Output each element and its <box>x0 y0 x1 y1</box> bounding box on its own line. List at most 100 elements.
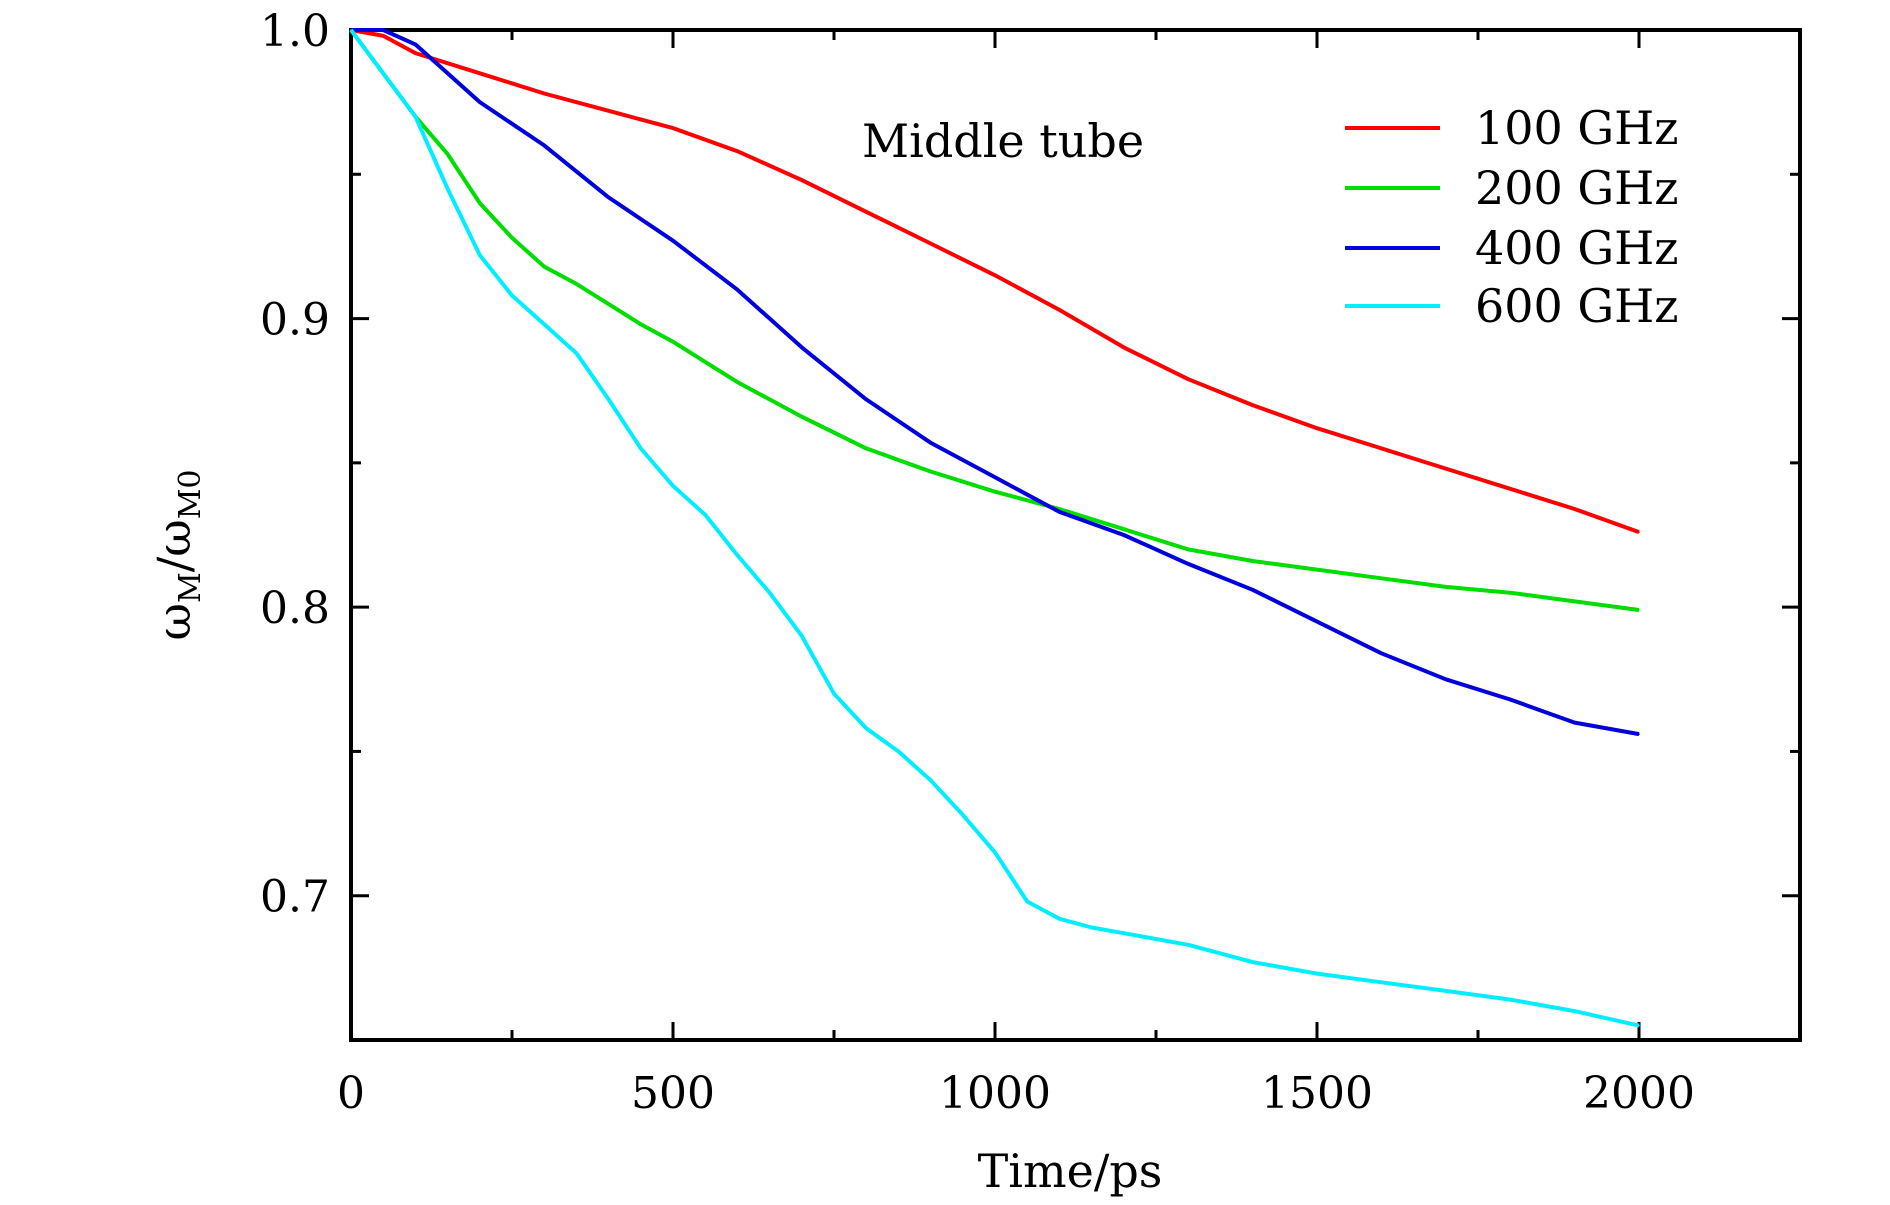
y-tick-label: 1.0 <box>260 6 330 57</box>
data-point <box>607 196 610 199</box>
data-point <box>1573 508 1576 510</box>
data-point <box>865 211 867 213</box>
data-point <box>1316 427 1318 430</box>
x-axis: 0 500 1000 1500 2000 <box>337 30 1695 1119</box>
data-point <box>479 101 481 103</box>
data-point <box>479 202 481 204</box>
series-200-ghz <box>349 28 1640 612</box>
data-point <box>1638 733 1640 735</box>
y-axis-title-den-sub: M0 <box>173 469 208 519</box>
legend-label: 200 GHz <box>1475 161 1679 215</box>
data-point <box>607 110 610 112</box>
data-point <box>1123 346 1125 349</box>
x-tick-label: 1500 <box>1261 1068 1373 1119</box>
legend-item: 200 GHz <box>1345 161 1679 215</box>
data-point <box>1187 563 1189 565</box>
data-point <box>736 554 739 556</box>
data-point <box>640 447 642 450</box>
data-point <box>994 476 996 479</box>
data-point <box>929 779 932 782</box>
data-point <box>414 43 417 46</box>
data-point <box>833 692 835 695</box>
data-point <box>672 340 674 343</box>
data-point <box>543 144 545 147</box>
data-point <box>994 490 996 493</box>
data-point <box>672 127 674 129</box>
data-point <box>446 153 449 155</box>
data-point <box>1058 309 1061 311</box>
series-line <box>350 28 1640 534</box>
data-point <box>865 398 867 401</box>
data-point <box>543 265 545 268</box>
data-point <box>446 72 449 75</box>
series-line <box>349 28 1640 612</box>
data-point <box>962 814 964 816</box>
data-point <box>994 274 996 277</box>
data-point <box>1123 932 1125 935</box>
data-point <box>704 361 706 363</box>
data-point <box>1058 511 1061 513</box>
data-point <box>1380 981 1383 984</box>
data-point <box>1638 1024 1640 1027</box>
data-point <box>414 115 417 118</box>
data-point <box>1090 926 1093 929</box>
data-point <box>1187 943 1189 946</box>
data-point <box>929 441 932 444</box>
data-point <box>865 727 867 730</box>
data-point <box>1380 652 1383 655</box>
data-point <box>1573 721 1576 724</box>
legend-item: 600 GHz <box>1345 279 1679 333</box>
series-layer <box>349 28 1640 1028</box>
data-point <box>672 485 674 487</box>
data-point <box>1251 961 1254 963</box>
data-point <box>607 303 610 305</box>
data-point <box>1380 577 1383 580</box>
data-point <box>1380 447 1383 450</box>
data-point <box>511 294 513 297</box>
chart-annotation: Middle tube <box>862 114 1144 168</box>
series-line <box>349 28 1640 1028</box>
data-point <box>382 72 385 75</box>
data-point <box>1445 586 1447 588</box>
data-point <box>736 150 739 152</box>
data-point <box>1445 467 1447 470</box>
data-point <box>1509 591 1511 594</box>
x-axis-title: Time/ps <box>978 1144 1163 1198</box>
data-point <box>1509 998 1511 1001</box>
x-tick-label: 500 <box>631 1068 715 1119</box>
data-point <box>768 591 771 594</box>
legend-label: 400 GHz <box>1475 221 1679 275</box>
y-axis-title-num-sub: M <box>173 572 208 603</box>
data-point <box>801 346 803 349</box>
data-point <box>1445 990 1447 992</box>
data-point <box>736 288 739 291</box>
data-point <box>929 470 932 473</box>
series-100-ghz <box>350 28 1640 534</box>
data-point <box>801 179 803 181</box>
data-point <box>1638 531 1640 533</box>
y-axis-title: ωM/ωM0 <box>147 469 208 640</box>
y-tick-label: 0.7 <box>260 872 330 923</box>
data-point <box>382 29 385 31</box>
y-axis-title-sep: / <box>147 556 201 572</box>
data-point <box>736 381 739 383</box>
data-point <box>1445 678 1447 681</box>
y-axis-title-num-base: ω <box>147 603 201 641</box>
data-point <box>479 72 481 75</box>
data-point <box>929 242 932 245</box>
data-point <box>1509 698 1511 701</box>
data-point <box>1251 404 1254 406</box>
data-point <box>1573 1010 1576 1012</box>
data-point <box>1251 589 1254 591</box>
data-point <box>575 283 578 285</box>
y-axis-title-den-base: ω <box>147 519 201 557</box>
data-point <box>511 236 513 239</box>
data-point <box>704 514 706 516</box>
x-tick-label: 1000 <box>939 1068 1051 1119</box>
data-point <box>1123 534 1125 536</box>
legend-item: 400 GHz <box>1345 221 1679 275</box>
y-axis: 0.7 0.8 0.9 1.0 <box>260 6 1800 923</box>
data-point <box>897 750 900 753</box>
data-point <box>801 635 803 637</box>
